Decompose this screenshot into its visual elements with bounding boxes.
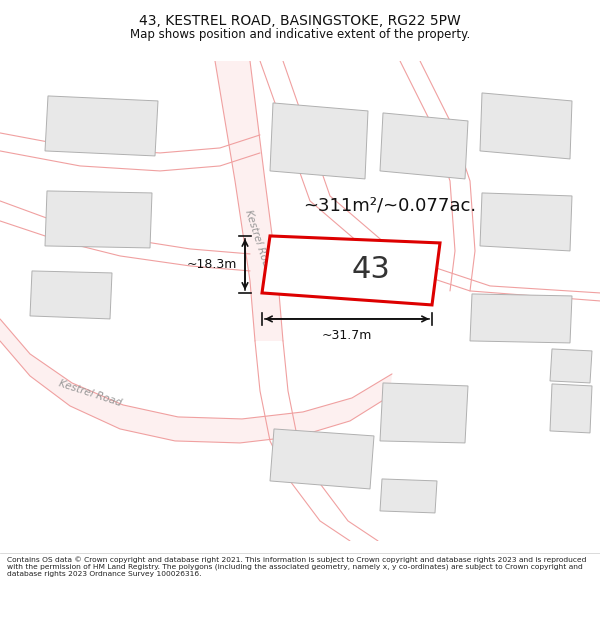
Polygon shape bbox=[380, 113, 468, 179]
Polygon shape bbox=[45, 96, 158, 156]
Polygon shape bbox=[480, 93, 572, 159]
Text: Kestrel Road: Kestrel Road bbox=[57, 378, 123, 408]
Polygon shape bbox=[215, 61, 283, 341]
Polygon shape bbox=[550, 384, 592, 433]
Text: ~31.7m: ~31.7m bbox=[322, 329, 372, 342]
Text: ~311m²/~0.077ac.: ~311m²/~0.077ac. bbox=[304, 197, 476, 215]
Polygon shape bbox=[262, 236, 440, 305]
Text: Map shows position and indicative extent of the property.: Map shows position and indicative extent… bbox=[130, 28, 470, 41]
Polygon shape bbox=[380, 479, 437, 513]
Polygon shape bbox=[45, 191, 152, 248]
Polygon shape bbox=[270, 429, 374, 489]
Text: Kestrel Road: Kestrel Road bbox=[243, 208, 273, 274]
Polygon shape bbox=[30, 271, 112, 319]
Polygon shape bbox=[550, 349, 592, 383]
Text: 43: 43 bbox=[352, 255, 391, 284]
Polygon shape bbox=[270, 103, 368, 179]
Text: 43, KESTREL ROAD, BASINGSTOKE, RG22 5PW: 43, KESTREL ROAD, BASINGSTOKE, RG22 5PW bbox=[139, 14, 461, 28]
Polygon shape bbox=[470, 294, 572, 343]
Polygon shape bbox=[480, 193, 572, 251]
Polygon shape bbox=[380, 383, 468, 443]
Polygon shape bbox=[0, 319, 392, 443]
Text: Contains OS data © Crown copyright and database right 2021. This information is : Contains OS data © Crown copyright and d… bbox=[7, 556, 587, 578]
Text: ~18.3m: ~18.3m bbox=[187, 258, 237, 271]
